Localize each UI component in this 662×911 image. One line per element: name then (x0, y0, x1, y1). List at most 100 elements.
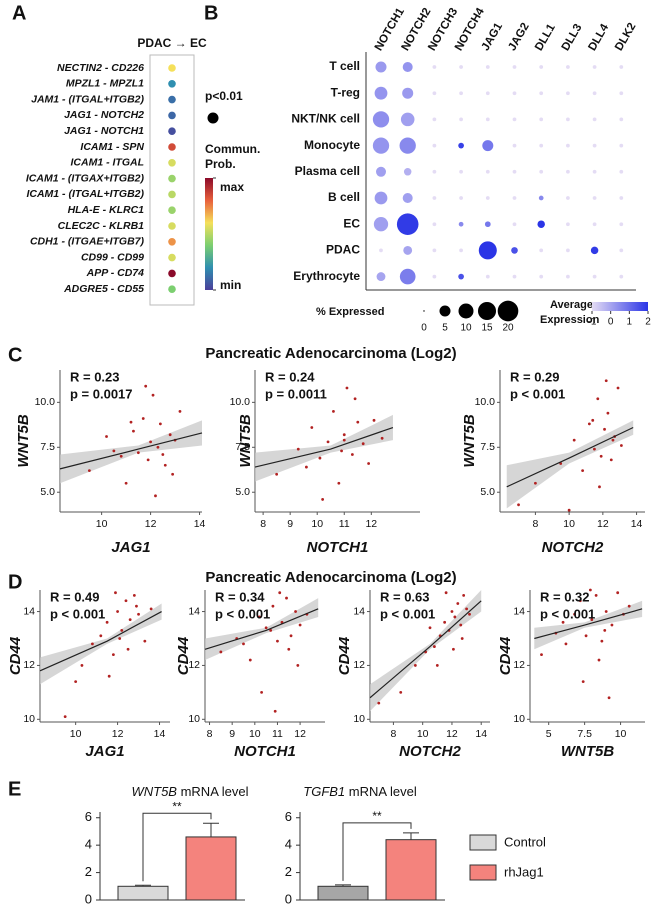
expr-dot (539, 169, 544, 174)
expr-dot (538, 195, 544, 201)
confidence-band (60, 420, 202, 484)
stat-label: R = 0.63 (380, 589, 430, 604)
cell-label: T-reg (331, 85, 360, 99)
point (294, 610, 297, 613)
stat-label: p < 0.001 (540, 606, 595, 621)
point (168, 433, 172, 437)
point (377, 701, 381, 705)
pair-label: ICAM1 - ITGAL (71, 157, 145, 169)
expr-dot (512, 222, 517, 227)
point (610, 623, 614, 627)
stat-label: R = 0.32 (540, 589, 590, 604)
point (298, 623, 302, 627)
pair-label: JAM1 - (ITGAL+ITGB2) (31, 93, 144, 105)
pair-label: MPZL1 - MPZL1 (66, 78, 144, 90)
y-tick-label: 12 (513, 659, 525, 671)
prob-dot (168, 64, 176, 72)
x-tick-label: 14 (154, 728, 166, 740)
expr-dot (590, 246, 599, 255)
stat-label: R = 0.49 (50, 589, 100, 604)
y-tick-label: 12 (188, 659, 200, 671)
size-key-label: 20 (502, 323, 514, 334)
point (158, 422, 162, 426)
x-axis-label: JAG1 (85, 743, 124, 760)
point (456, 602, 460, 605)
expr-dot (375, 61, 387, 73)
x-tick-label: 10 (417, 728, 429, 740)
size-key (439, 305, 451, 317)
cell-label: Plasma cell (295, 164, 360, 178)
stat-label: p < 0.001 (50, 606, 105, 621)
error-bar (403, 832, 419, 840)
point (581, 680, 585, 683)
point (459, 623, 463, 627)
expr-dot (403, 245, 413, 255)
expr-dot (458, 221, 464, 227)
expr-dot (512, 91, 517, 96)
expr-dot (539, 117, 544, 122)
y-tick-label: 0 (85, 891, 92, 906)
significance-bracket (142, 812, 212, 882)
point (450, 610, 454, 613)
point (304, 465, 308, 469)
expr-dot (592, 196, 597, 200)
point (105, 435, 108, 438)
point (296, 447, 300, 451)
expr-dot (566, 65, 570, 69)
point (124, 599, 128, 603)
y-tick-label: 4 (85, 837, 92, 852)
point (342, 433, 346, 437)
point (146, 458, 150, 462)
expr-dot (566, 143, 570, 148)
y-tick-label: 5.0 (40, 486, 55, 498)
y-tick-label: 10 (513, 713, 525, 725)
y-tick-label: 14 (188, 605, 200, 617)
point (289, 634, 293, 638)
point (285, 596, 288, 600)
legend-swatch (469, 834, 497, 851)
point (604, 379, 608, 383)
point (573, 612, 576, 616)
x-tick-label: 9 (287, 518, 293, 530)
expr-dot (374, 86, 388, 100)
prob-dot (168, 159, 176, 167)
expr-dot (485, 169, 490, 174)
expr-dot (539, 143, 544, 148)
point (372, 418, 376, 422)
x-tick-label: 10 (615, 728, 627, 740)
point (604, 610, 608, 613)
point (588, 588, 592, 592)
point (413, 664, 417, 667)
point (591, 418, 595, 422)
expr-dot (403, 168, 412, 176)
x-tick-label: 12 (294, 728, 306, 740)
title-gene: WNT5B (131, 784, 177, 799)
expr-dot (458, 142, 464, 149)
prob-dot (168, 127, 176, 135)
point (603, 427, 606, 431)
gene-label: DLL4 (586, 22, 611, 53)
gene-label: JAG2 (506, 21, 531, 53)
expr-dot (459, 91, 463, 96)
size-key (477, 301, 497, 321)
bar (117, 885, 169, 901)
pair-label: CLEC2C - KLRB1 (58, 220, 144, 232)
panel-title: PDAC → EC (137, 36, 207, 50)
x-tick-label: 12 (145, 518, 157, 530)
error-bar (203, 822, 219, 837)
point (353, 397, 357, 401)
x-tick-label: 11 (339, 518, 350, 530)
fit-line (254, 426, 394, 468)
expr-dot (539, 248, 544, 253)
prob-dot (168, 190, 176, 199)
expr-dot (619, 117, 624, 122)
point (460, 637, 464, 640)
point (296, 664, 300, 667)
expr-dot (373, 217, 389, 232)
expr-dot (592, 274, 597, 279)
expr-dot (512, 143, 517, 148)
x-tick-label: 10 (70, 728, 82, 740)
point (587, 422, 591, 426)
point (597, 658, 601, 662)
expr-dot (539, 274, 544, 279)
